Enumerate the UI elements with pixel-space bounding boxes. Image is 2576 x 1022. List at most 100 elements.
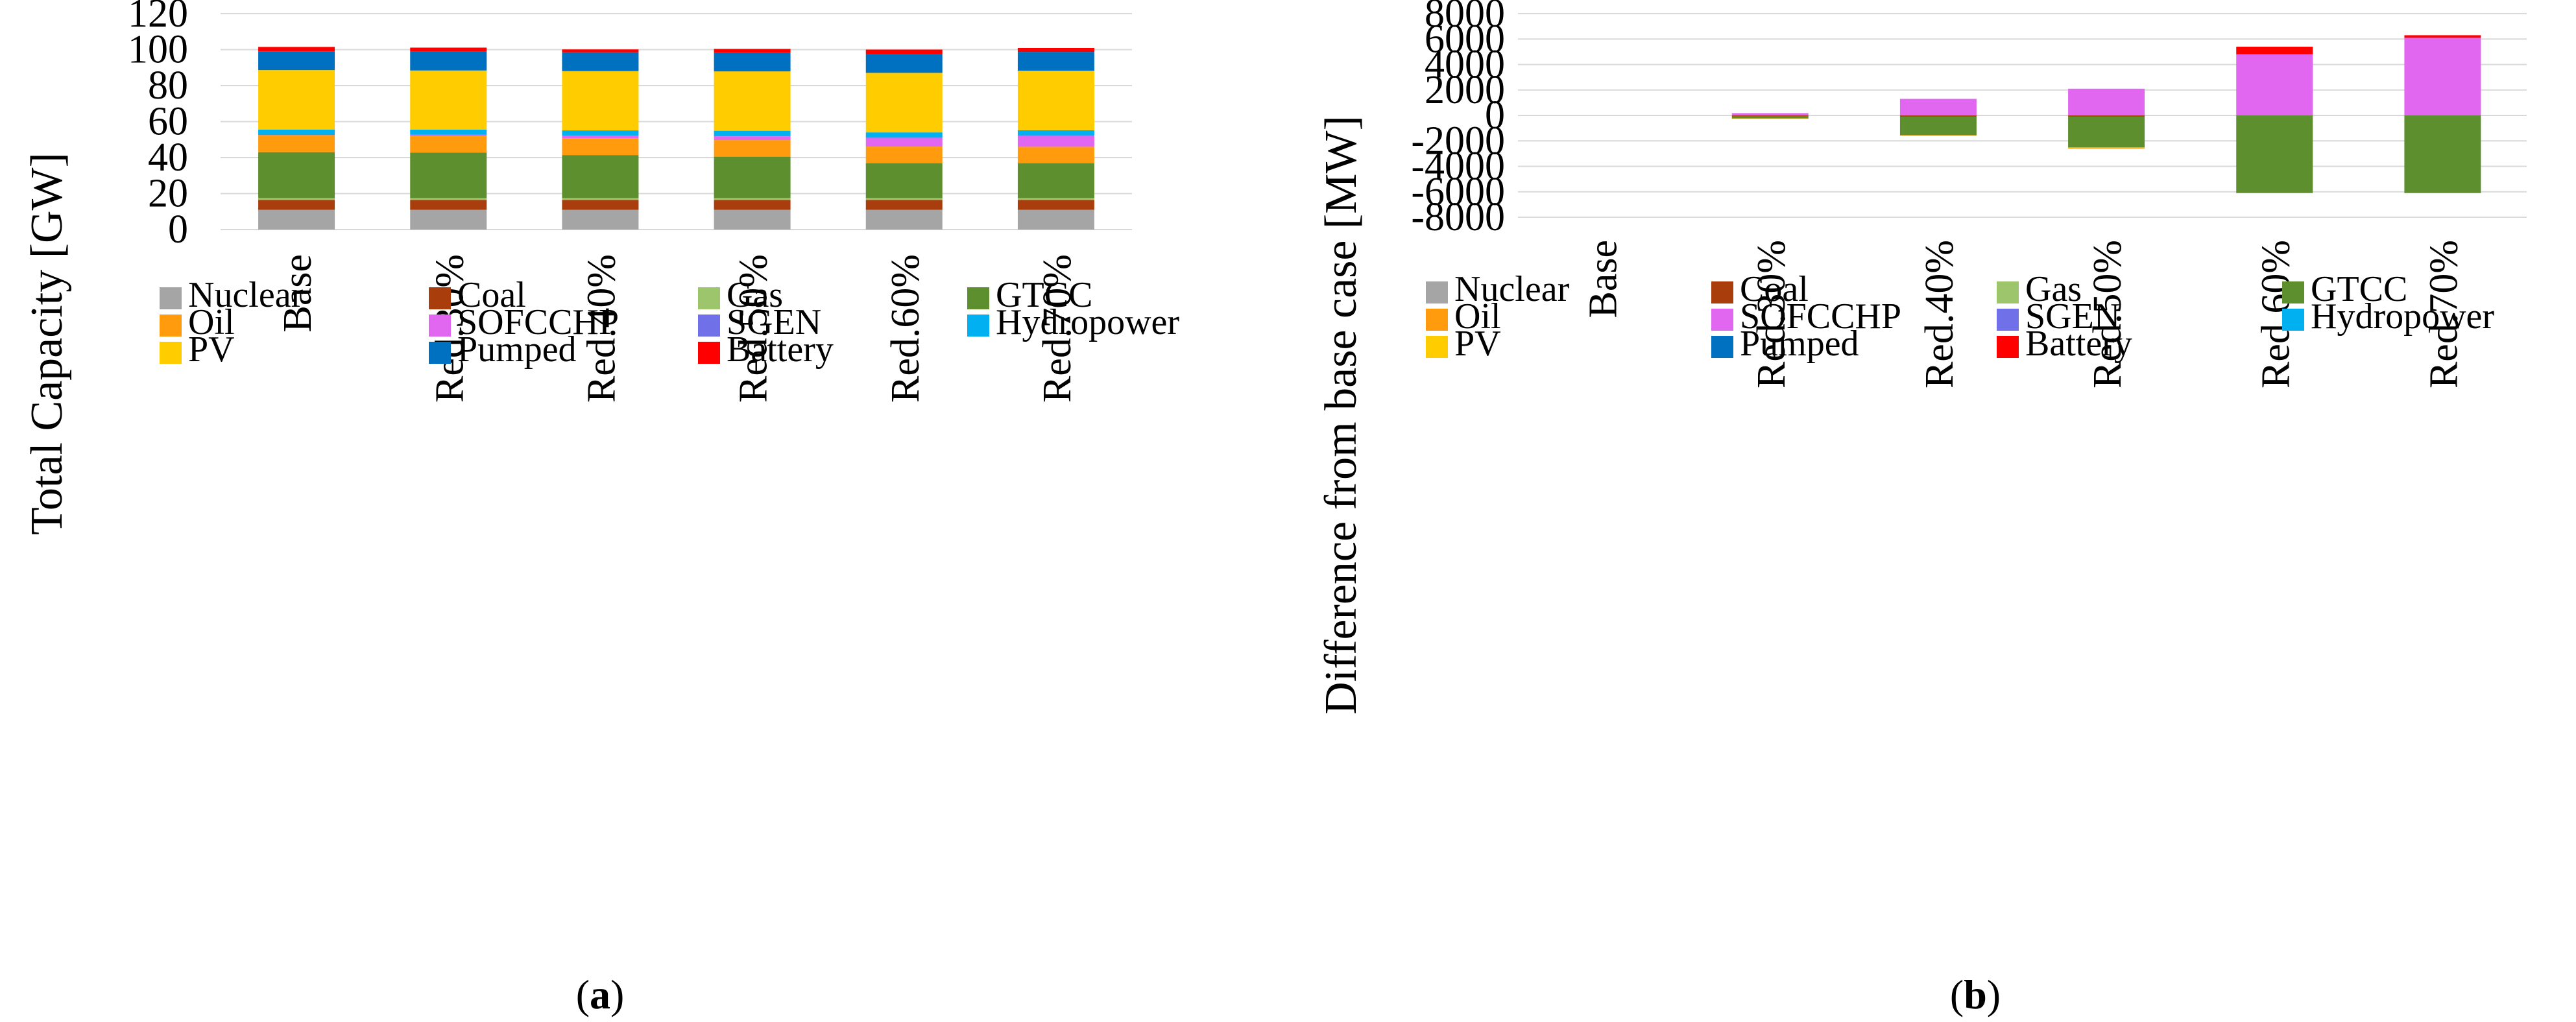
bar-segment-pumped-red-50 bbox=[714, 53, 791, 72]
bar-segment-hydropower-red-50 bbox=[714, 130, 791, 136]
y-tick-label: 2000 bbox=[1425, 68, 1505, 112]
legend-swatch-battery bbox=[698, 342, 720, 364]
bar-segment-gtcc-red-40 bbox=[1899, 116, 1977, 136]
bar-segment-nuclear-red-70 bbox=[1017, 209, 1094, 230]
bar-segment-pv-red-50 bbox=[714, 71, 791, 131]
x-category-label: Base bbox=[276, 254, 320, 333]
bar-segment-hydropower-red-60 bbox=[865, 132, 943, 137]
bar-segment-oil-base bbox=[258, 135, 335, 152]
bar-segment-pv-red-40 bbox=[562, 71, 639, 131]
bar-segment-battery-red-60 bbox=[2236, 47, 2313, 54]
x-category-label: Base bbox=[1582, 240, 1626, 318]
bar-segment-coal-red-70 bbox=[1017, 200, 1094, 210]
bar-segment-sgen-red-60 bbox=[865, 137, 943, 138]
bar-segment-pumped-base bbox=[258, 51, 335, 71]
y-tick-label: 100 bbox=[128, 28, 188, 72]
legend-label-hydropower: Hydropower bbox=[2311, 296, 2494, 337]
y-tick-label: 0 bbox=[168, 208, 188, 252]
y-tick-label: 4000 bbox=[1425, 43, 1505, 87]
bar-segment-coal-red-60 bbox=[865, 200, 943, 210]
legend-swatch-pumped bbox=[429, 342, 451, 364]
bar-segment-battery-base bbox=[258, 47, 335, 52]
legend-label-sofcchp: SOFCCHP bbox=[457, 302, 619, 342]
bar-segment-oil-red-40 bbox=[1899, 135, 1977, 136]
bar-segment-pv-red-70 bbox=[1017, 70, 1094, 130]
legend-swatch-sofcchp bbox=[1711, 309, 1733, 331]
bar-segment-pv-red-30 bbox=[410, 70, 487, 130]
bar-segment-coal-red-30 bbox=[1731, 115, 1809, 117]
y-tick-label: -2000 bbox=[1411, 119, 1505, 163]
legend-label-gas: Gas bbox=[727, 275, 783, 315]
x-category-label: Red.70% bbox=[1035, 254, 1079, 403]
bar-segment-battery-red-30 bbox=[410, 47, 487, 52]
legend-swatch-battery bbox=[1997, 336, 2019, 358]
bar-segment-gas-red-30 bbox=[410, 198, 487, 200]
legend-label-pumped: Pumped bbox=[457, 329, 577, 370]
bar-segment-coal-red-40 bbox=[562, 200, 639, 210]
bar-segment-pv-base bbox=[258, 70, 335, 130]
bar-segment-gtcc-red-60 bbox=[865, 163, 943, 198]
y-tick-label: 20 bbox=[148, 172, 188, 216]
y-tick-label: -8000 bbox=[1411, 195, 1505, 239]
bar-segment-sofcchp-red-50 bbox=[714, 136, 791, 141]
y-tick-label: -6000 bbox=[1411, 170, 1505, 214]
bar-segment-nuclear-red-30 bbox=[410, 209, 487, 230]
bar-segment-oil-red-50 bbox=[714, 140, 791, 157]
bar-segment-battery-red-60 bbox=[865, 49, 943, 54]
bar-segment-oil-red-30 bbox=[410, 136, 487, 153]
bar-segment-coal-red-30 bbox=[410, 200, 487, 210]
x-category-label: Red.70% bbox=[2422, 240, 2466, 388]
bar-segment-coal-red-40 bbox=[1899, 115, 1977, 117]
panel-a-legend: Nuclear Coal Gas GTCC Oil SOFCCHP SGEN Hydropow… bbox=[160, 275, 1179, 370]
bar-segment-nuclear-red-50 bbox=[714, 209, 791, 230]
legend-label-pv: PV bbox=[1454, 324, 1501, 364]
bar-segment-sgen-red-30 bbox=[410, 134, 487, 136]
legend-swatch-gas bbox=[1997, 281, 2019, 303]
bar-segment-hydropower-base bbox=[258, 129, 335, 135]
bar-segment-gas-red-40 bbox=[562, 198, 639, 200]
bar-segment-pv-red-60 bbox=[865, 73, 943, 133]
bar-segment-sofcchp-red-50 bbox=[2068, 88, 2145, 115]
legend-swatch-nuclear bbox=[1426, 281, 1448, 303]
x-category-label: Red.30% bbox=[1750, 240, 1794, 388]
panel-b-legend: Nuclear Coal Gas GTCC Oil SOFCCHP SGEN Hydropow… bbox=[1426, 269, 2494, 364]
bar-segment-coal-base bbox=[258, 200, 335, 210]
bar-segment-hydropower-red-30 bbox=[410, 129, 487, 135]
panel-a-gridlines bbox=[221, 13, 1132, 230]
legend-label-coal: Coal bbox=[1740, 269, 1809, 309]
bar-segment-oil-red-40 bbox=[562, 138, 639, 156]
legend-swatch-gtcc bbox=[967, 287, 989, 309]
bar-segment-nuclear-base bbox=[258, 209, 335, 230]
bar-segment-sofcchp-red-70 bbox=[2404, 38, 2481, 115]
bar-segment-pumped-red-60 bbox=[865, 54, 943, 73]
legend-swatch-hydropower bbox=[967, 315, 989, 337]
bar-segment-sofcchp-red-70 bbox=[1017, 136, 1094, 147]
panel-b-bars bbox=[1731, 35, 2481, 193]
bar-segment-hydropower-red-70 bbox=[1017, 130, 1094, 136]
bar-segment-gtcc-red-30 bbox=[1731, 116, 1809, 119]
bar-segment-gas-base bbox=[258, 198, 335, 200]
panel-a-bars bbox=[258, 47, 1094, 230]
bar-segment-sofcchp-red-60 bbox=[2236, 54, 2313, 115]
x-category-label: Red.40% bbox=[1918, 240, 1962, 388]
bar-segment-hydropower-red-40 bbox=[562, 130, 639, 136]
bar-segment-coal-red-50 bbox=[2068, 115, 2145, 117]
y-tick-label: -4000 bbox=[1411, 145, 1505, 189]
bar-segment-pumped-red-70 bbox=[1017, 52, 1094, 71]
bar-segment-gtcc-red-50 bbox=[2068, 116, 2145, 148]
panel-a-label: (a) bbox=[576, 971, 625, 1017]
bar-segment-gas-red-50 bbox=[714, 198, 791, 200]
legend-label-coal: Coal bbox=[457, 275, 526, 315]
panel-b-label: (b) bbox=[1950, 971, 2001, 1017]
legend-label-gas: Gas bbox=[2025, 269, 2082, 309]
bar-segment-gtcc-red-70 bbox=[1017, 163, 1094, 198]
legend-label-sgen: SGEN bbox=[2025, 296, 2120, 337]
bar-segment-sofcchp-red-40 bbox=[562, 136, 639, 139]
legend-label-sgen: SGEN bbox=[727, 302, 821, 342]
legend-label-nuclear: Nuclear bbox=[188, 275, 304, 315]
panel-b-x-labels: Base Red.30% Red.40% Red.50% Red.60% Red.70% bbox=[1582, 240, 2466, 388]
